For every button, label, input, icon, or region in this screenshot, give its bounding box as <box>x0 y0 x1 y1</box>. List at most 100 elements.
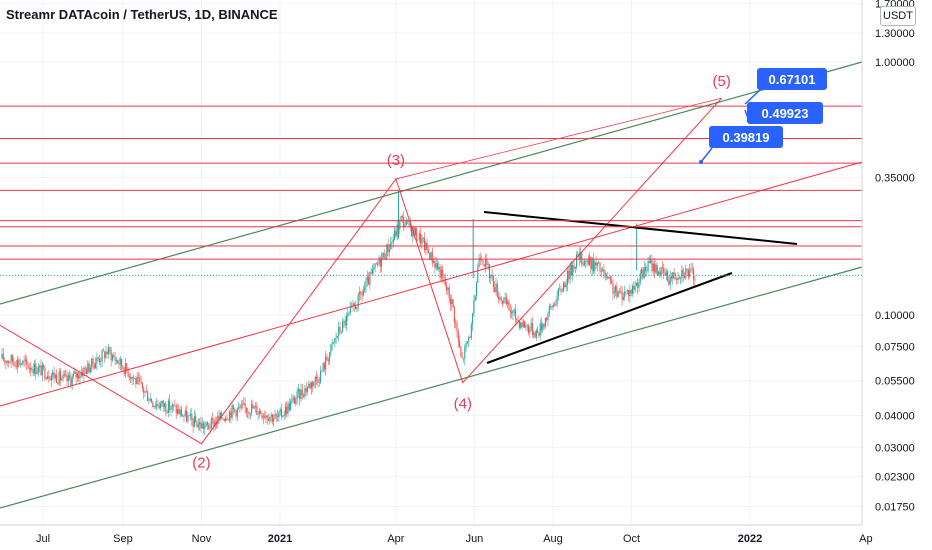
candle-body <box>71 376 73 385</box>
candle-body <box>382 252 384 258</box>
candle-body <box>10 355 12 363</box>
candle-body <box>264 416 266 418</box>
candle-body <box>598 262 600 264</box>
candle-body <box>413 227 415 236</box>
candle-body <box>574 266 576 269</box>
candle-body <box>618 291 621 293</box>
candle-body <box>414 228 416 236</box>
candle-body <box>466 341 468 343</box>
candle-body <box>686 268 688 271</box>
candle-body <box>340 331 342 333</box>
candle-body <box>48 376 50 379</box>
candle-body <box>626 290 628 292</box>
candle-body <box>518 321 520 328</box>
candle-body <box>468 337 470 342</box>
candle-body <box>212 418 214 420</box>
candle-body <box>241 404 244 406</box>
candle-body <box>115 360 117 361</box>
candle-body <box>589 256 591 265</box>
candle-body <box>9 362 11 364</box>
candle-body <box>348 312 350 314</box>
candle-body <box>331 342 333 345</box>
candle-body <box>39 365 41 368</box>
candle-body <box>327 360 329 361</box>
candle-body <box>531 323 533 335</box>
candle-body <box>114 357 116 361</box>
candle-body <box>644 267 647 271</box>
candle-body <box>110 351 112 361</box>
candle-body <box>61 378 63 381</box>
candle-body <box>444 279 446 286</box>
candle-body <box>680 278 682 279</box>
price-axis[interactable]: 1.70000 1.30000 1.00000 0.35000 0.10000 0.075… <box>861 0 932 550</box>
candle-body <box>654 263 656 273</box>
candle-body <box>352 303 354 307</box>
candle-body <box>273 418 275 422</box>
candle-body <box>329 352 331 361</box>
candle-body <box>234 409 236 411</box>
candle-body <box>53 372 55 379</box>
candle-body <box>189 414 192 416</box>
candle-body <box>228 411 231 420</box>
candle-body <box>576 254 578 267</box>
candle-body <box>174 405 176 407</box>
candle-body <box>408 221 410 222</box>
candle-body <box>152 402 154 407</box>
candle-body <box>44 367 46 379</box>
candle-body <box>277 415 279 418</box>
candle-body <box>182 415 184 417</box>
candle-body <box>620 291 622 293</box>
candle-body <box>511 311 513 314</box>
candle-body <box>67 375 69 382</box>
price-tick-label: 0.07500 <box>875 342 915 354</box>
candle-body <box>161 400 163 404</box>
candle-body <box>540 323 543 331</box>
candle-body <box>599 262 601 272</box>
candle-body <box>96 357 98 364</box>
candle-body <box>513 309 515 311</box>
candle-body <box>165 403 167 412</box>
candle-body <box>231 405 233 418</box>
price-tick-label: 0.03000 <box>875 442 915 454</box>
candle-body <box>244 403 246 408</box>
time-axis[interactable]: Jul Sep Nov 2021 Apr Jun Aug Oct 2022 Ap <box>0 524 873 545</box>
candle-body <box>431 251 433 264</box>
candle-body <box>478 257 480 268</box>
candle-body <box>300 389 302 400</box>
candle-body <box>548 306 550 314</box>
candle-body <box>473 300 475 314</box>
candle-body <box>46 376 49 379</box>
candle-body <box>258 410 260 414</box>
time-tick-label: Jul <box>36 533 50 545</box>
candle-body <box>394 230 396 241</box>
candle-body <box>674 278 676 280</box>
candle-body <box>230 411 232 418</box>
candle-body <box>594 262 596 272</box>
candle-body <box>678 277 680 279</box>
candle-body <box>128 376 130 378</box>
candle-body <box>357 294 359 308</box>
candle-body <box>353 303 355 307</box>
candle-body <box>19 363 21 365</box>
candle-body <box>304 388 306 397</box>
candle-body <box>169 400 171 410</box>
candle-body <box>186 410 188 422</box>
candle-body <box>23 360 25 362</box>
candle-body <box>500 297 502 301</box>
candle-body <box>495 283 497 292</box>
candle-body <box>561 291 563 293</box>
currency-badge[interactable]: USDT <box>880 6 916 26</box>
candle-body <box>37 367 39 373</box>
callout-pointer <box>700 147 713 163</box>
candle-body <box>5 361 7 364</box>
candle-body <box>122 366 124 369</box>
candle-body <box>88 363 90 372</box>
candle-body <box>293 397 296 404</box>
candle-body <box>344 320 346 326</box>
callout-pointer <box>744 109 751 125</box>
triangle-upper-line <box>483 211 798 245</box>
candle-body <box>617 291 619 298</box>
candle-body <box>218 416 220 419</box>
candle-body <box>459 341 461 348</box>
